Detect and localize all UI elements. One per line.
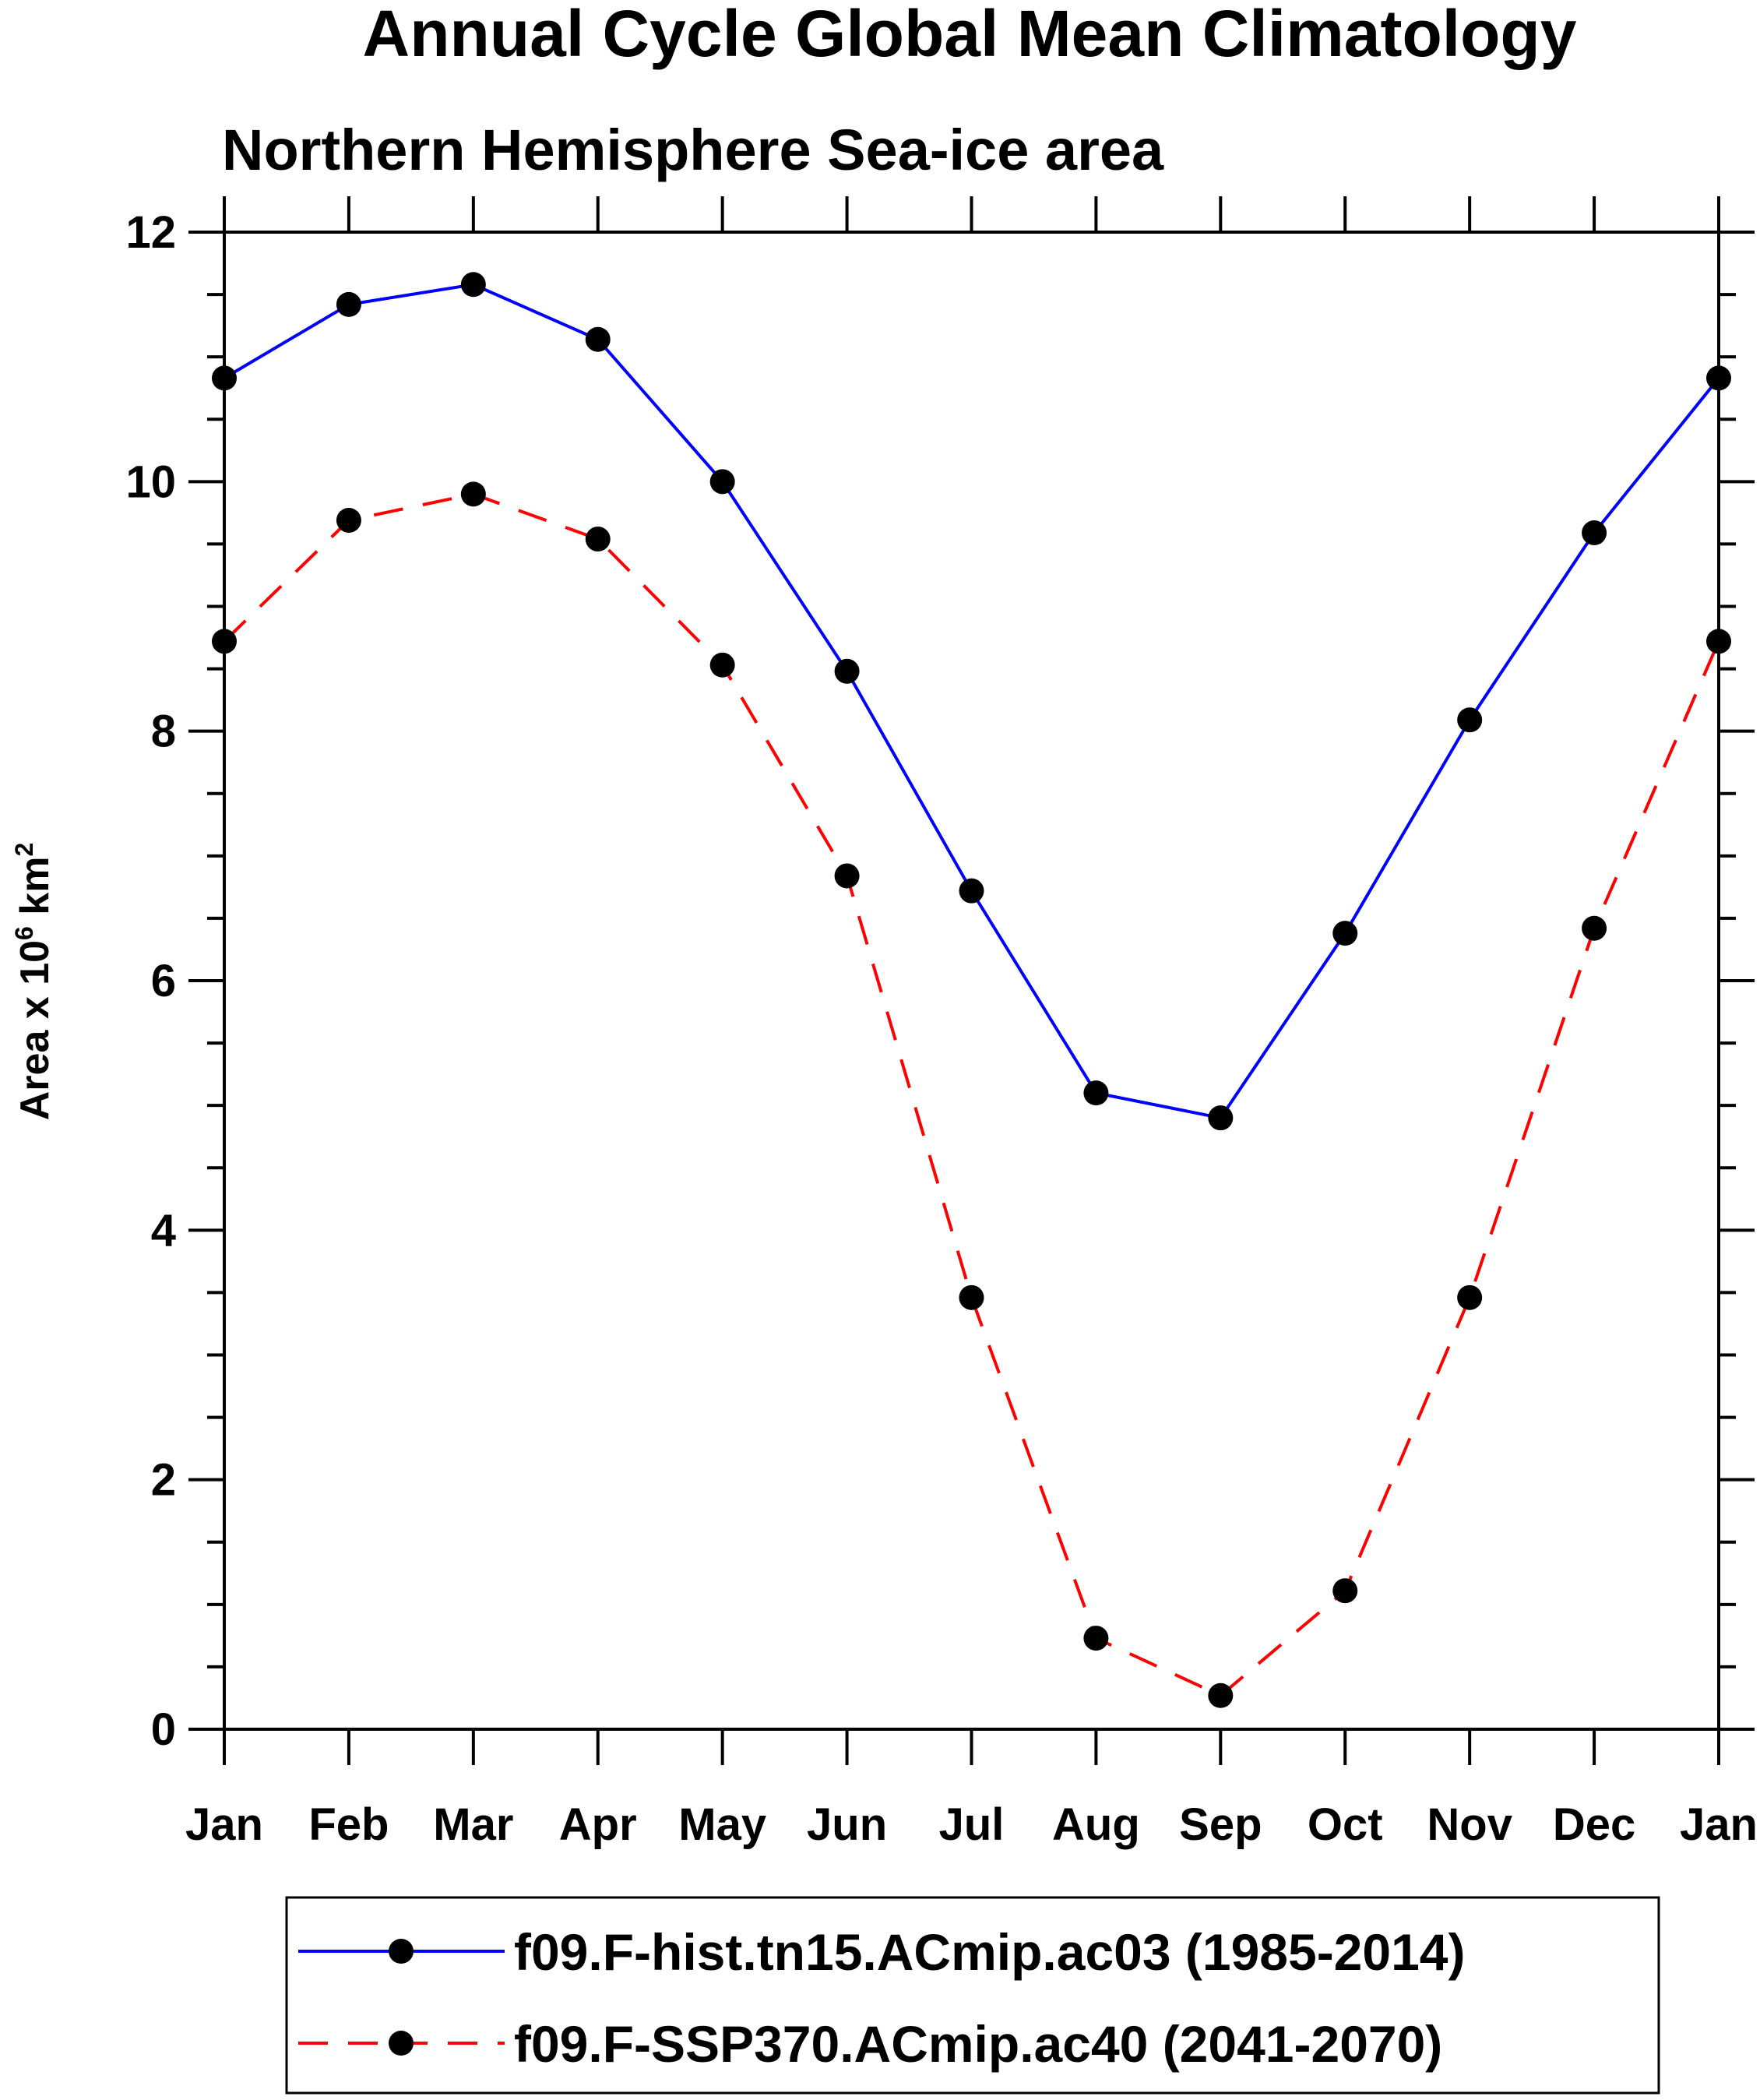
data-point [834, 658, 860, 684]
y-tick-label: 4 [151, 1205, 176, 1256]
data-point [1582, 915, 1607, 941]
data-point [1706, 629, 1731, 654]
data-point [212, 365, 237, 391]
x-tick-label: May [678, 1799, 766, 1850]
data-point [585, 326, 611, 352]
data-point [709, 652, 735, 678]
legend-label: f09.F-SSP370.ACmip.ac40 (2041-2070) [514, 2015, 1442, 2073]
y-tick-label: 10 [125, 456, 176, 507]
x-tick-label: Nov [1427, 1799, 1512, 1850]
y-tick-label: 0 [151, 1704, 176, 1755]
chart-subtitle: Northern Hemisphere Sea-ice area [222, 118, 1164, 182]
data-point [212, 629, 237, 654]
data-point [460, 272, 486, 298]
data-point [1457, 707, 1483, 733]
plot-border [223, 231, 1720, 1731]
legend: f09.F-hist.tn15.ACmip.ac03 (1985-2014) f0… [285, 1896, 1660, 2095]
x-axis: Jan Feb Mar Apr May Jun Jul Aug Sep Oct Nov Dec Jan [185, 196, 1758, 1850]
y-tick-label: 6 [151, 956, 176, 1006]
data-point [1582, 520, 1607, 546]
x-tick-label: Sep [1179, 1799, 1262, 1850]
data-point [460, 481, 486, 507]
legend-box [285, 1896, 1660, 2095]
y-axis-title: Area x 106 km2 [10, 843, 58, 1121]
y-tick-label: 12 [125, 207, 176, 258]
data-point [585, 527, 611, 552]
x-tick-label: Oct [1308, 1799, 1383, 1850]
data-point [1457, 1284, 1483, 1310]
x-tick-label: Jul [939, 1799, 1005, 1850]
y-tick-label: 8 [151, 706, 176, 757]
legend-marker [389, 1939, 414, 1964]
legend-entry-1: f09.F-hist.tn15.ACmip.ac03 (1985-2014) [298, 1923, 1465, 1981]
y-axis-title-unit-exponent: 2 [10, 843, 38, 857]
data-point [959, 878, 984, 904]
chart-title: Annual Cycle Global Mean Climatology [363, 0, 1577, 70]
x-tick-label: Jan [185, 1799, 263, 1850]
legend-label: f09.F-hist.tn15.ACmip.ac03 (1985-2014) [514, 1923, 1465, 1981]
y-axis-title-exponent: 6 [10, 926, 38, 940]
plot-frame [223, 231, 1720, 1731]
data-point [336, 291, 361, 317]
x-tick-label: Jun [807, 1799, 887, 1850]
y-axis-title-base: Area x 10 [12, 940, 58, 1120]
data-point [336, 507, 361, 533]
data-point [1208, 1682, 1234, 1708]
x-tick-label: Mar [433, 1799, 513, 1850]
x-tick-label: Jan [1680, 1799, 1758, 1850]
y-tick-label: 2 [151, 1455, 176, 1506]
legend-marker [389, 2031, 414, 2056]
data-point [1706, 365, 1731, 391]
x-tick-label: Aug [1052, 1799, 1140, 1850]
data-point [709, 469, 735, 495]
data-point [1332, 921, 1358, 946]
series-1 [212, 272, 1731, 1131]
legend-entry-2: f09.F-SSP370.ACmip.ac40 (2041-2070) [298, 2015, 1442, 2073]
x-tick-label: Apr [559, 1799, 637, 1850]
data-point [1208, 1105, 1234, 1131]
data-point [959, 1284, 984, 1310]
series-line [223, 283, 1720, 1120]
y-axis-title-unit: km [12, 857, 58, 927]
data-point [1083, 1080, 1109, 1106]
series-line [223, 492, 1720, 1698]
data-point [1332, 1578, 1358, 1604]
data-point [834, 863, 860, 889]
series-2 [212, 481, 1731, 1708]
data-point [1083, 1626, 1109, 1651]
series-layer [212, 272, 1731, 1708]
x-tick-label: Dec [1553, 1799, 1635, 1850]
y-axis: 0 2 4 6 8 10 12 [125, 207, 1755, 1755]
x-tick-label: Feb [308, 1799, 389, 1850]
